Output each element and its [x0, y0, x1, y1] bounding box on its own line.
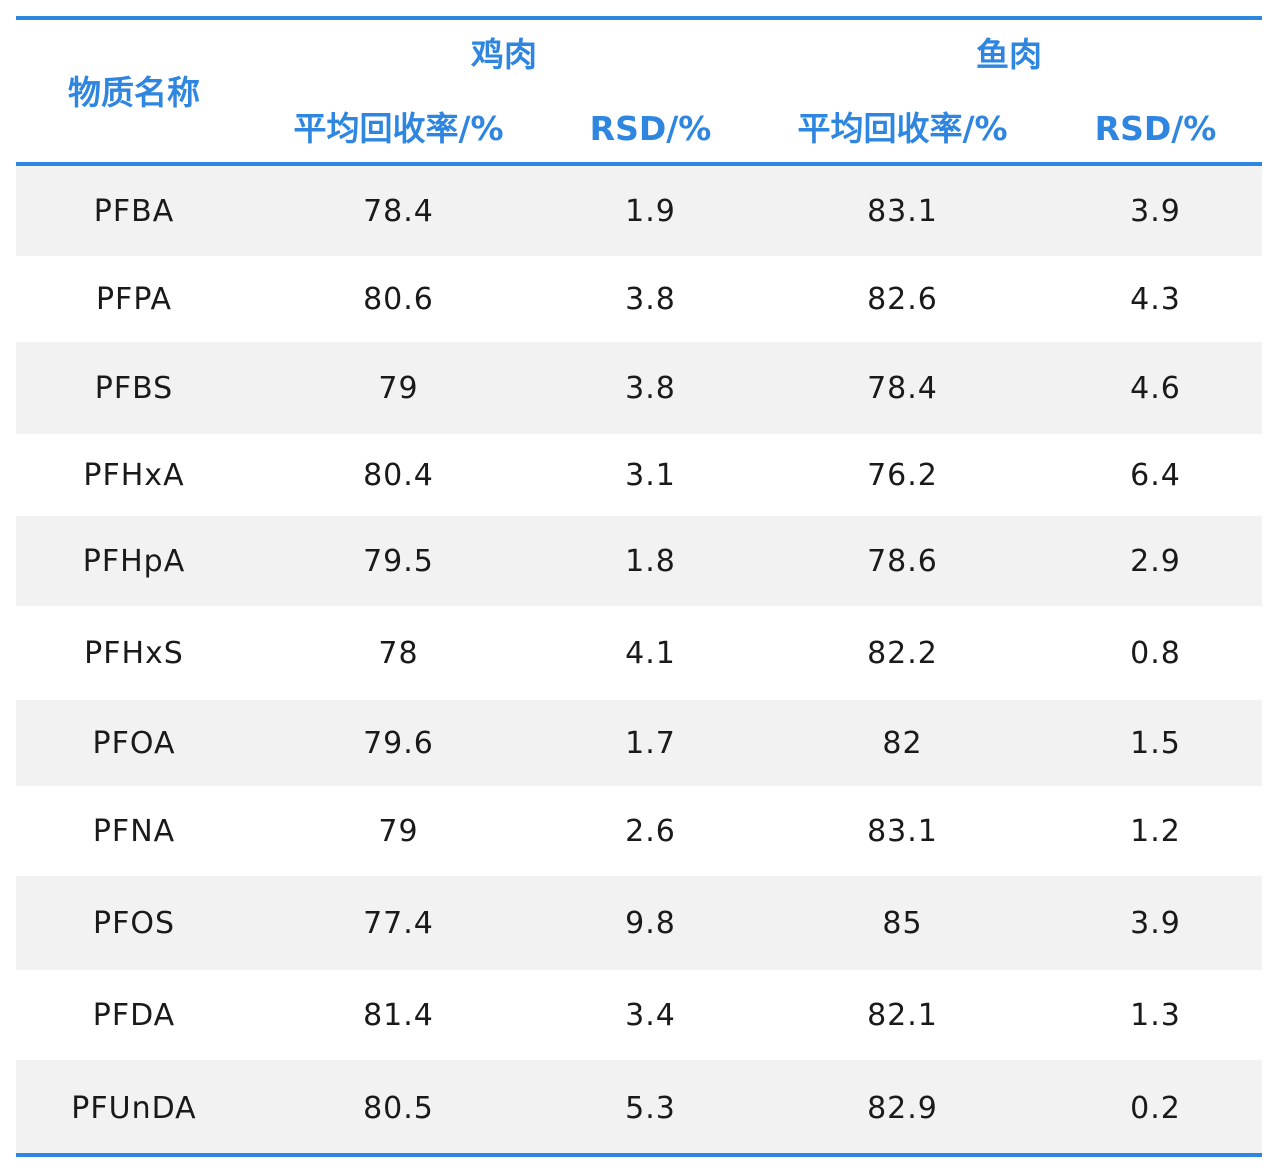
- table-row: PFNA 79 2.6 83.1 1.2: [16, 786, 1262, 876]
- table-row: PFHxS 78 4.1 82.2 0.8: [16, 606, 1262, 700]
- value-cell: 2.6: [625, 813, 676, 849]
- table-row: PFHpA 79.5 1.8 78.6 2.9: [16, 516, 1262, 606]
- value-cell: 1.9: [625, 193, 676, 229]
- substance-name-cell: PFBA: [93, 193, 175, 229]
- value-cell: 3.4: [625, 997, 676, 1033]
- value-cell: 4.6: [1130, 370, 1181, 406]
- substance-name-cell: PFBS: [94, 370, 174, 406]
- value-cell: 83.1: [867, 193, 938, 229]
- value-cell: 1.3: [1130, 997, 1181, 1033]
- value-cell: 0.2: [1130, 1090, 1181, 1126]
- substance-name-cell: PFHpA: [82, 543, 186, 579]
- substance-name-cell: PFNA: [92, 813, 176, 849]
- substance-name-cell: PFUnDA: [71, 1090, 197, 1126]
- value-cell: 80.4: [363, 457, 434, 493]
- value-cell: 5.3: [625, 1090, 676, 1126]
- header-fish-recovery: 平均回收率/%: [797, 109, 1008, 148]
- table-row: PFDA 81.4 3.4 82.1 1.3: [16, 970, 1262, 1060]
- value-cell: 83.1: [867, 813, 938, 849]
- value-cell: 0.8: [1130, 635, 1181, 671]
- header-chicken: 鸡肉: [471, 35, 537, 74]
- value-cell: 82: [882, 725, 923, 761]
- value-cell: 3.1: [625, 457, 676, 493]
- table-row: PFOA 79.6 1.7 82 1.5: [16, 700, 1262, 786]
- table-row: PFOS 77.4 9.8 85 3.9: [16, 876, 1262, 970]
- substance-name-cell: PFOS: [92, 905, 175, 941]
- table-body: PFBA 78.4 1.9 83.1 3.9 PFPA 80.6 3.8 82.6 4.3 PFBS…: [16, 166, 1262, 1156]
- substance-name-cell: PFOA: [92, 725, 176, 761]
- value-cell: 78.4: [363, 193, 434, 229]
- table-row: PFBA 78.4 1.9 83.1 3.9: [16, 166, 1262, 256]
- value-cell: 82.2: [867, 635, 938, 671]
- value-cell: 3.8: [625, 281, 676, 317]
- table-row: PFHxA 80.4 3.1 76.2 6.4: [16, 434, 1262, 516]
- substance-name-cell: PFPA: [95, 281, 173, 317]
- value-cell: 82.9: [867, 1090, 938, 1126]
- value-cell: 81.4: [363, 997, 434, 1033]
- value-cell: 79.6: [363, 725, 434, 761]
- value-cell: 80.6: [363, 281, 434, 317]
- value-cell: 4.3: [1130, 281, 1181, 317]
- header-substance-name: 物质名称: [68, 73, 200, 112]
- value-cell: 78.4: [867, 370, 938, 406]
- header-chicken-recovery: 平均回收率/%: [293, 109, 504, 148]
- table-row: PFPA 80.6 3.8 82.6 4.3: [16, 256, 1262, 342]
- value-cell: 77.4: [363, 905, 434, 941]
- value-cell: 6.4: [1130, 457, 1181, 493]
- value-cell: 2.9: [1130, 543, 1181, 579]
- substance-name-cell: PFDA: [92, 997, 176, 1033]
- header-fish: 鱼肉: [976, 35, 1042, 74]
- table-row: PFBS 79 3.8 78.4 4.6: [16, 342, 1262, 434]
- value-cell: 4.1: [625, 635, 676, 671]
- value-cell: 1.8: [625, 543, 676, 579]
- header-divider-rule: [16, 162, 1262, 166]
- value-cell: 79: [378, 370, 419, 406]
- value-cell: 3.9: [1130, 905, 1181, 941]
- value-cell: 85: [882, 905, 923, 941]
- table-row: PFUnDA 80.5 5.3 82.9 0.2: [16, 1060, 1262, 1156]
- header-fish-rsd: RSD/%: [1094, 109, 1217, 148]
- value-cell: 79.5: [363, 543, 434, 579]
- value-cell: 1.5: [1130, 725, 1181, 761]
- table-bottom-rule: [16, 1153, 1262, 1157]
- value-cell: 79: [378, 813, 419, 849]
- substance-name-cell: PFHxS: [84, 635, 184, 671]
- value-cell: 9.8: [625, 905, 676, 941]
- value-cell: 3.8: [625, 370, 676, 406]
- value-cell: 1.2: [1130, 813, 1181, 849]
- table-top-rule: [16, 16, 1262, 20]
- header-chicken-rsd: RSD/%: [589, 109, 712, 148]
- value-cell: 1.7: [625, 725, 676, 761]
- value-cell: 82.6: [867, 281, 938, 317]
- value-cell: 76.2: [867, 457, 938, 493]
- substance-name-cell: PFHxA: [83, 457, 185, 493]
- value-cell: 78.6: [867, 543, 938, 579]
- value-cell: 78: [378, 635, 419, 671]
- value-cell: 3.9: [1130, 193, 1181, 229]
- value-cell: 82.1: [867, 997, 938, 1033]
- value-cell: 80.5: [363, 1090, 434, 1126]
